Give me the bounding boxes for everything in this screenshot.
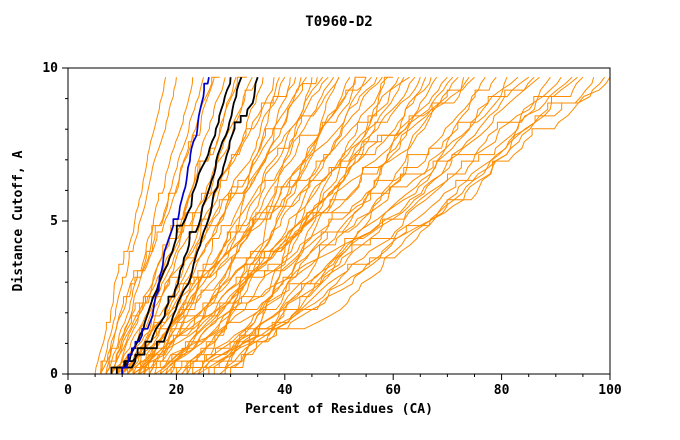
y-tick-label: 10 [42, 61, 58, 76]
orange-model-curves-curve [165, 77, 465, 375]
orange-model-curves-curve [143, 76, 335, 375]
orange-model-curves-curve [143, 76, 405, 375]
orange-model-curves-curve [94, 77, 167, 375]
orange-model-curves-curve [105, 77, 215, 375]
orange-model-curves-curve [154, 77, 421, 375]
x-tick-label: 100 [598, 383, 622, 398]
orange-model-curves-curve [100, 77, 177, 375]
orange-model-curves-curve [110, 77, 226, 375]
orange-model-curves-curve [116, 76, 329, 375]
black-model-curves-curve [110, 77, 232, 374]
orange-model-curves-curve [213, 76, 611, 374]
orange-model-curves [94, 76, 611, 375]
orange-model-curves-curve [116, 76, 247, 375]
orange-model-curves-curve [127, 76, 410, 375]
axis-ticks [62, 67, 611, 380]
orange-model-curves-curve [208, 76, 367, 374]
black-model-curves [110, 76, 259, 374]
orange-model-curves-curve [143, 76, 340, 375]
orange-model-curves-curve [138, 77, 318, 375]
chart-title: T0960-D2 [305, 14, 372, 30]
orange-model-curves-curve [138, 76, 535, 375]
orange-model-curves-curve [197, 76, 340, 375]
orange-model-curves-curve [224, 77, 427, 374]
orange-model-curves-curve [148, 77, 280, 375]
orange-model-curves-curve [121, 77, 378, 375]
orange-model-curves-curve [186, 77, 313, 375]
axes-layer: 0 20 40 60 80 100 0 5 10 [42, 61, 622, 398]
tick-labels: 0 20 40 60 80 100 0 5 10 [42, 61, 622, 398]
x-tick-label: 80 [494, 383, 510, 398]
x-tick-label: 0 [64, 383, 72, 398]
x-tick-label: 60 [385, 383, 401, 398]
blue-model-curve-curve [121, 77, 210, 374]
orange-model-curves-curve [230, 76, 394, 374]
orange-model-curves-curve [132, 76, 470, 375]
x-tick-label: 40 [277, 383, 293, 398]
x-axis-label: Percent of Residues (CA) [245, 402, 433, 417]
orange-model-curves-curve [132, 76, 389, 375]
curves-layer [94, 76, 611, 375]
orange-model-curves-curve [203, 77, 595, 374]
orange-model-curves-curve [110, 77, 297, 375]
orange-model-curves-curve [100, 76, 220, 375]
blue-model-curve [121, 77, 210, 374]
orange-model-curves-curve [176, 76, 497, 375]
orange-model-curves-curve [219, 76, 459, 375]
orange-model-curves-curve [170, 76, 486, 375]
orange-model-curves-curve [181, 76, 529, 375]
x-tick-label: 20 [169, 383, 185, 398]
y-tick-label: 0 [50, 367, 58, 382]
orange-model-curves-curve [165, 76, 454, 375]
y-tick-label: 5 [50, 214, 58, 229]
orange-model-curves-curve [208, 76, 606, 374]
orange-model-curves-curve [143, 76, 578, 374]
black-model-curves-curve [121, 76, 259, 374]
y-axis-label: Distance Cutoff, A [11, 150, 26, 291]
black-model-curves-curve [115, 76, 243, 374]
